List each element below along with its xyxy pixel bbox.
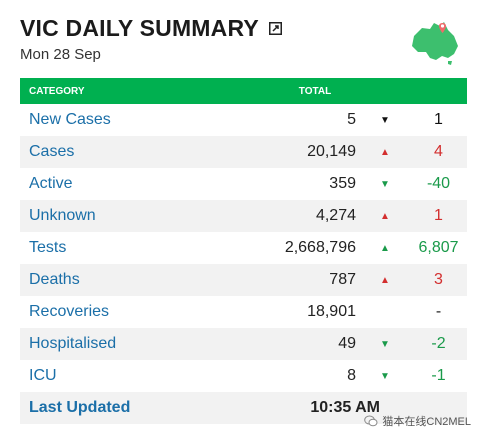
- table-row: Unknown 4,274 ▲ 1: [20, 200, 467, 232]
- row-change: -40: [426, 175, 451, 192]
- trend-down-icon: ▼: [380, 370, 390, 382]
- trend-down-icon: ▼: [380, 338, 390, 350]
- row-change: 3: [434, 271, 443, 288]
- row-change: 1: [434, 207, 443, 224]
- last-updated-label: Last Updated: [29, 399, 131, 416]
- summary-table: CATEGORY TOTAL New Cases 5 ▼ 1 Cases 20,…: [20, 78, 467, 424]
- row-category[interactable]: Active: [29, 175, 73, 192]
- row-total: 787: [329, 271, 356, 288]
- last-updated-row: Last Updated 10:35 AM: [20, 392, 467, 424]
- watermark: 猫本在线CN2MEL: [364, 413, 471, 429]
- row-total: 4,274: [315, 207, 356, 224]
- row-change: 4: [434, 143, 443, 160]
- australia-map-icon: [408, 18, 462, 68]
- trend-up-icon: ▲: [380, 146, 390, 158]
- trend-up-icon: ▲: [380, 274, 390, 286]
- last-updated-value: 10:35 AM: [310, 399, 380, 416]
- title-row: VIC DAILY SUMMARY: [20, 12, 470, 44]
- trend-up-icon: ▲: [380, 242, 390, 254]
- watermark-text: 猫本在线CN2MEL: [382, 416, 471, 428]
- row-change: -2: [431, 335, 446, 352]
- table-row: Tests 2,668,796 ▲ 6,807: [20, 232, 467, 264]
- summary-header: VIC DAILY SUMMARY Mon 28 Sep: [20, 12, 470, 72]
- trend-down-icon: ▼: [380, 178, 390, 190]
- table-row: Deaths 787 ▲ 3: [20, 264, 467, 296]
- trend-down-icon: ▼: [380, 114, 390, 126]
- header-total: TOTAL: [298, 85, 332, 97]
- page-title: VIC DAILY SUMMARY: [20, 14, 259, 41]
- table-row: ICU 8 ▼ -1: [20, 360, 467, 392]
- table-row: New Cases 5 ▼ 1: [20, 104, 467, 136]
- row-total: 20,149: [307, 143, 356, 160]
- row-category[interactable]: ICU: [29, 367, 57, 384]
- wechat-icon: [364, 414, 378, 428]
- row-total: 18,901: [307, 303, 356, 320]
- table-row: Recoveries 18,901 -: [20, 296, 467, 328]
- external-link-icon[interactable]: [268, 21, 282, 35]
- date-label: Mon 28 Sep: [20, 46, 101, 63]
- table-row: Active 359 ▼ -40: [20, 168, 467, 200]
- row-change: -1: [431, 367, 446, 384]
- row-total: 2,668,796: [284, 239, 356, 256]
- row-category[interactable]: Hospitalised: [29, 335, 117, 352]
- table-row: Hospitalised 49 ▼ -2: [20, 328, 467, 360]
- row-category[interactable]: Unknown: [29, 207, 96, 224]
- row-total: 49: [338, 335, 356, 352]
- row-category[interactable]: Recoveries: [29, 303, 110, 320]
- trend-up-icon: ▲: [380, 210, 390, 222]
- row-total: 8: [347, 367, 356, 384]
- row-category[interactable]: New Cases: [29, 111, 111, 128]
- header-category: CATEGORY: [29, 85, 85, 97]
- row-category[interactable]: Deaths: [29, 271, 80, 288]
- table-row: Cases 20,149 ▲ 4: [20, 136, 467, 168]
- row-change: -: [435, 303, 442, 320]
- row-category[interactable]: Cases: [29, 143, 75, 160]
- row-change: 6,807: [418, 239, 459, 256]
- row-change: 1: [434, 111, 443, 128]
- row-category[interactable]: Tests: [29, 239, 67, 256]
- row-total: 359: [329, 175, 356, 192]
- table-header: CATEGORY TOTAL: [20, 78, 467, 104]
- row-total: 5: [347, 111, 356, 128]
